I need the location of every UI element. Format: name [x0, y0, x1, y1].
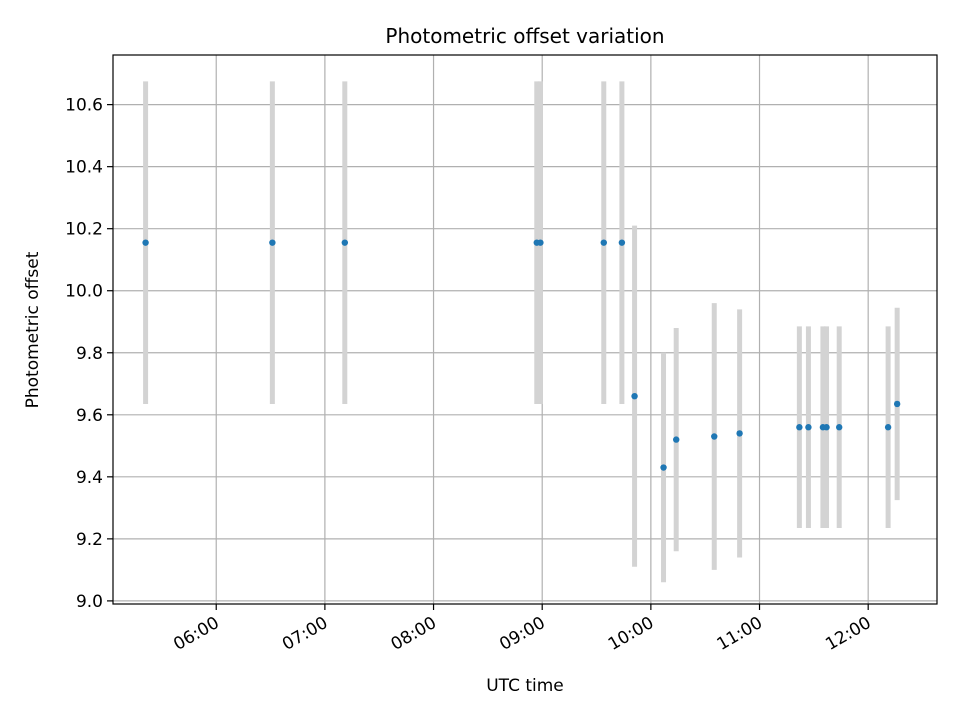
data-point	[736, 430, 743, 437]
data-point	[600, 239, 607, 246]
data-point	[537, 239, 544, 246]
data-point	[893, 400, 901, 408]
data-point	[823, 424, 830, 431]
y-axis-ticks: 9.0 9.2 9.4 9.6 9.8 10.0 10.2 10.4 10.6	[65, 96, 113, 612]
data-point	[142, 239, 149, 246]
plot-area	[113, 55, 937, 604]
y-tick-label: 10.0	[65, 282, 103, 302]
data-point	[711, 433, 718, 440]
plot-frame	[112, 54, 938, 605]
x-axis-title: UTC time	[486, 676, 564, 696]
chart-title: Photometric offset variation	[385, 24, 664, 48]
data-point	[269, 239, 276, 246]
y-tick-label: 9.8	[76, 344, 103, 364]
y-tick-label: 9.6	[76, 406, 103, 426]
y-tick-label: 9.0	[76, 592, 103, 612]
data-point	[805, 424, 812, 431]
y-tick-label: 10.4	[65, 158, 103, 178]
data-point	[660, 464, 667, 471]
y-tick-label: 9.2	[76, 530, 103, 550]
data-point	[341, 239, 349, 246]
data-point	[884, 424, 892, 431]
y-tick-label: 10.2	[65, 220, 103, 240]
data-point	[836, 424, 843, 431]
data-points	[142, 239, 901, 471]
y-axis-title: Photometric offset	[23, 251, 43, 408]
y-tick-label: 9.4	[76, 468, 103, 488]
data-point	[673, 436, 680, 443]
data-point	[618, 239, 626, 246]
data-point	[631, 392, 638, 400]
data-point	[796, 424, 803, 431]
y-tick-label: 10.6	[65, 96, 103, 116]
